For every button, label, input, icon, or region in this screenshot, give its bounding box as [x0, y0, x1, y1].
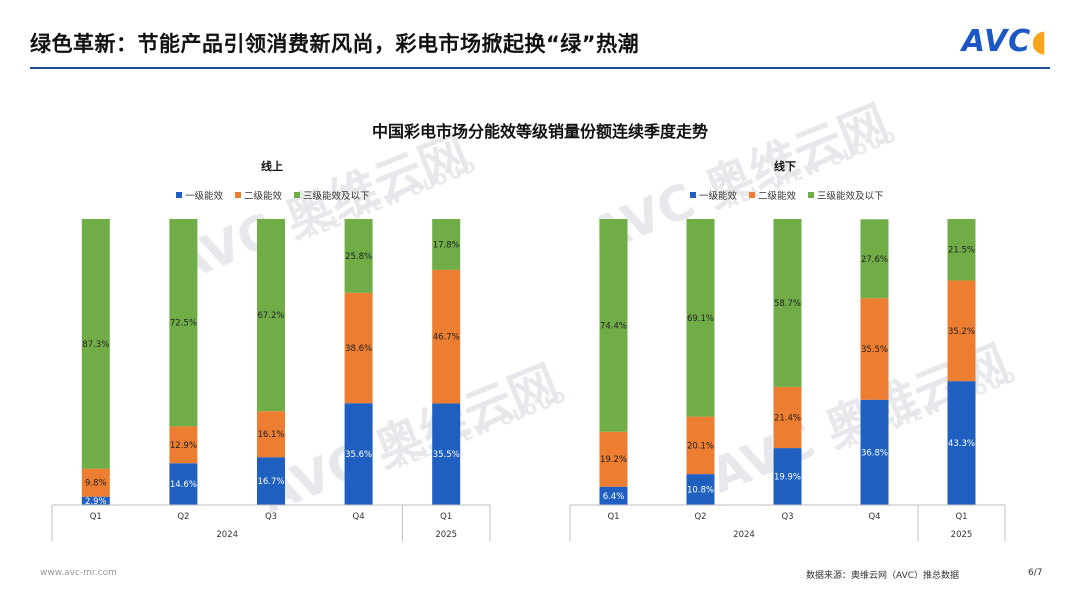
legend-label: 一级能效	[699, 190, 738, 202]
footer-source: 数据来源：奥维云网（AVC）推总数据	[806, 571, 960, 581]
legend-swatch	[690, 192, 696, 198]
header-rule	[30, 67, 1050, 69]
footer-website: www.avc-mr.com	[40, 568, 117, 578]
x-group-label: 2025	[435, 530, 457, 540]
x-group-label: 2024	[216, 530, 238, 540]
data-label: 67.2%	[257, 311, 284, 321]
x-tick-label: Q1	[90, 512, 102, 522]
bar-segment	[599, 219, 628, 432]
bar-segment	[344, 219, 373, 293]
x-tick-label: Q2	[177, 512, 189, 522]
bar-segment	[257, 411, 285, 458]
bar-segment	[169, 463, 198, 505]
data-label: 6.4%	[603, 492, 625, 502]
logo-text: AVC	[961, 24, 1032, 59]
bar-segment	[344, 292, 373, 404]
chart-title: 中国彩电市场分能效等级销量份额连续季度走势	[371, 122, 708, 141]
data-label: 21.5%	[948, 246, 975, 256]
bar-segment	[947, 280, 976, 382]
data-label: 27.6%	[861, 255, 888, 265]
bar-segment	[599, 431, 628, 487]
legend-swatch	[294, 192, 300, 198]
x-tick-label: Q1	[440, 512, 452, 522]
data-label: 20.1%	[687, 441, 714, 451]
data-label: 35.2%	[948, 327, 975, 337]
legend-label: 三级能效及以下	[303, 190, 370, 202]
data-label: 35.6%	[345, 450, 372, 460]
data-label: 21.4%	[774, 413, 801, 423]
bar-segment	[686, 416, 715, 475]
data-label: 14.6%	[170, 480, 197, 490]
x-tick-label: Q4	[353, 512, 365, 522]
x-tick-label: Q4	[868, 512, 880, 522]
x-tick-label: Q1	[955, 512, 967, 522]
data-label: 58.7%	[774, 299, 801, 309]
data-label: 16.7%	[257, 477, 284, 487]
x-group-label: 2024	[733, 530, 755, 540]
bar-segment	[773, 448, 802, 505]
legend-swatch	[235, 192, 241, 198]
bar-segment	[169, 219, 198, 427]
data-label: 74.4%	[600, 321, 627, 331]
legend-label: 一级能效	[185, 190, 224, 202]
data-label: 69.1%	[687, 314, 714, 324]
bar-segment	[599, 486, 628, 505]
legend-swatch	[749, 192, 755, 198]
legend-label: 二级能效	[244, 190, 283, 202]
data-label: 35.5%	[861, 345, 888, 355]
data-label: 25.8%	[345, 252, 372, 262]
data-label: 9.8%	[85, 479, 107, 489]
data-label: 19.9%	[774, 473, 801, 483]
data-label: 2.9%	[85, 497, 107, 507]
data-label: 17.8%	[433, 240, 460, 250]
chart-subtitle: 线上	[261, 159, 283, 173]
data-label: 12.9%	[170, 441, 197, 451]
x-tick-label: Q1	[607, 512, 619, 522]
data-label: 10.8%	[687, 486, 714, 496]
x-group-label: 2025	[951, 530, 973, 540]
chart-subtitle: 线下	[774, 159, 796, 173]
x-tick-label: Q3	[265, 512, 277, 522]
data-label: 46.7%	[433, 333, 460, 343]
data-label: 16.1%	[257, 430, 284, 440]
page-title: 绿色革新：节能产品引领消费新风尚，彩电市场掀起换“绿”热潮	[30, 32, 640, 56]
bar-segment	[773, 386, 802, 449]
bar-segment	[257, 219, 285, 412]
bar-segment	[432, 403, 461, 505]
bar-segment	[432, 269, 461, 404]
x-tick-label: Q2	[694, 512, 706, 522]
bar-segment	[947, 219, 976, 281]
legend-label: 三级能效及以下	[817, 190, 884, 202]
page-number: 6/7	[1028, 568, 1043, 578]
legend-swatch	[176, 192, 182, 198]
legend-swatch	[808, 192, 814, 198]
bar-segment	[257, 457, 285, 505]
data-label: 35.5%	[433, 450, 460, 460]
data-label: 36.8%	[861, 448, 888, 458]
logo-dot-icon: ◖	[1031, 24, 1048, 59]
legend-label: 二级能效	[758, 190, 797, 202]
data-label: 38.6%	[345, 344, 372, 354]
bar-segment	[169, 426, 198, 464]
bar-segment	[947, 381, 976, 505]
bar-segment	[686, 219, 715, 417]
bar-segment	[773, 219, 802, 387]
bar-segment	[432, 219, 461, 270]
data-label: 43.3%	[948, 439, 975, 449]
bar-segment	[860, 298, 889, 400]
data-label: 72.5%	[170, 319, 197, 329]
bar-segment	[81, 496, 110, 505]
data-label: 87.3%	[82, 340, 109, 350]
avc-logo: AVC◖	[962, 24, 1048, 59]
bar-segment	[344, 403, 373, 505]
bar-segment	[81, 468, 110, 497]
bar-segment	[860, 399, 889, 505]
bar-segment	[686, 474, 715, 505]
bar-segment	[860, 219, 889, 299]
x-tick-label: Q3	[781, 512, 793, 522]
bar-segment	[81, 219, 110, 469]
data-label: 19.2%	[600, 455, 627, 465]
